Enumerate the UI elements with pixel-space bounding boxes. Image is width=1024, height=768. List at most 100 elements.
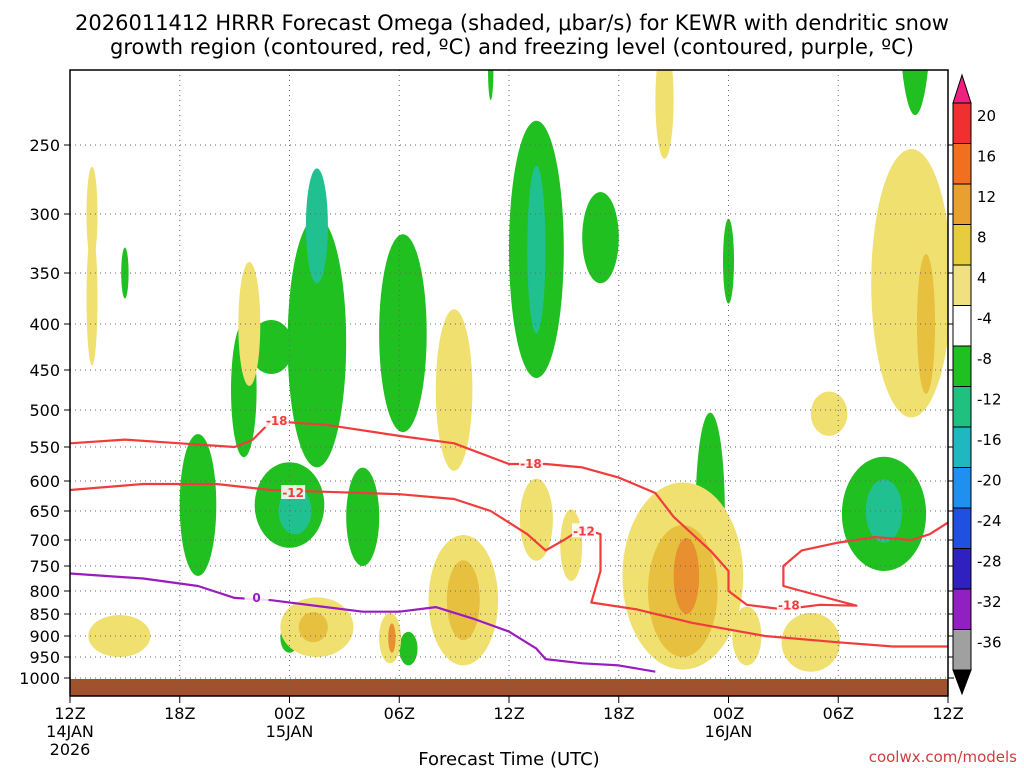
- omega-region-25: [435, 309, 473, 471]
- colorbar: 20 16 12 8 4 -4 -8 -12 -16 -20 -24 -28 -32 -36: [952, 73, 1002, 696]
- omega-region-8: [346, 467, 380, 566]
- omega-region-0: [287, 217, 347, 468]
- omega-region-20: [88, 615, 151, 657]
- ground-terrain: [70, 679, 948, 696]
- contour-label-bg-4: [571, 523, 596, 538]
- omega-region-14: [723, 218, 734, 304]
- colorbar-label-8: -16: [977, 431, 1002, 449]
- y-tick-label-900: 900: [29, 627, 60, 646]
- y-tick-label-850: 850: [29, 605, 60, 624]
- y-tick-label-800: 800: [29, 582, 60, 601]
- contour-label-0: -18: [266, 414, 288, 428]
- omega-region-40: [298, 612, 328, 643]
- omega-region-41: [673, 538, 700, 614]
- colorbar-label-13: -36: [977, 634, 1002, 652]
- colorbar-box-3: [952, 224, 972, 266]
- y-tick-label-1000: 1000: [19, 669, 60, 688]
- omega-region-27: [560, 509, 583, 581]
- colorbar-box-7: [952, 386, 972, 428]
- omega-shading: [86, 70, 948, 672]
- omega-region-13: [902, 70, 928, 115]
- chart-title-line2: growth region (contoured, red, ºC) and f…: [110, 35, 914, 59]
- omega-region-36: [865, 479, 903, 543]
- colorbar-box-6: [952, 345, 972, 387]
- omega-region-28: [238, 262, 261, 386]
- contour-label-2: -18: [778, 599, 800, 613]
- colorbar-label-1: 16: [977, 148, 996, 166]
- colorbar-box-11: [952, 548, 972, 590]
- x-tick-label-0: 12Z: [54, 704, 85, 723]
- omega-region-29: [86, 231, 98, 366]
- colorbar-box-1: [952, 143, 972, 185]
- y-tick-label-350: 350: [29, 264, 60, 283]
- x-tick-label-6: 18Z: [164, 704, 195, 723]
- colorbar-label-7: -12: [977, 391, 1002, 409]
- colorbar-label-2: 12: [977, 188, 996, 206]
- x-tick-label-18: 06Z: [384, 704, 415, 723]
- colorbar-label-10: -24: [977, 512, 1002, 530]
- x-tick-label-48: 12Z: [932, 704, 963, 723]
- x-tick-label-36: 00Z: [713, 704, 744, 723]
- colorbar-box-0: [952, 102, 972, 144]
- temperature-contours: -18 -18 -18 -12 -12 0: [70, 413, 948, 673]
- y-tick-label-550: 550: [29, 438, 60, 457]
- y-tick-label-500: 500: [29, 401, 60, 420]
- omega-region-33: [305, 168, 328, 284]
- omega-region-19: [871, 149, 948, 418]
- colorbar-box-2: [952, 183, 972, 225]
- omega-region-16: [488, 70, 494, 100]
- credit-link[interactable]: coolwx.com/models: [869, 748, 1017, 766]
- omega-region-5: [582, 192, 619, 284]
- omega-region-23: [732, 606, 762, 666]
- omega-region-7: [179, 434, 217, 576]
- y-tick-label-600: 600: [29, 472, 60, 491]
- omega-region-1: [379, 234, 427, 433]
- contour-label-3: -12: [282, 486, 304, 500]
- contour-label-bg-5: [244, 589, 269, 604]
- colorbar-label-9: -20: [977, 472, 1002, 490]
- colorbar-label-5: -4: [977, 310, 992, 328]
- y-tick-label-300: 300: [29, 205, 60, 224]
- contour-label-bg-0: [264, 413, 289, 428]
- colorbar-box-4: [952, 264, 972, 306]
- y-tick-label-950: 950: [29, 648, 60, 667]
- freezing-level-contour: [70, 572, 656, 673]
- y-tick-label-450: 450: [29, 361, 60, 380]
- chart-title-line1: 2026011412 HRRR Forecast Omega (shaded, …: [75, 11, 949, 35]
- omega-region-12: [399, 631, 418, 666]
- colorbar-label-4: 4: [977, 269, 987, 287]
- colorbar-label-11: -28: [977, 553, 1002, 571]
- contour-label-bg-2: [776, 597, 801, 612]
- omega-region-26: [519, 478, 553, 561]
- x-tick-year-0: 2026: [50, 740, 91, 759]
- x-tick-label-30: 18Z: [603, 704, 634, 723]
- colorbar-box-12: [952, 588, 972, 630]
- colorbar-label-3: 8: [977, 229, 987, 247]
- plot-frame: [69, 69, 949, 697]
- colorbar-box-8: [952, 426, 972, 468]
- contour-label-bg-3: [281, 485, 306, 499]
- omega-region-30: [86, 166, 98, 262]
- x-tick-date-0: 14JAN: [46, 722, 94, 741]
- y-tick-label-650: 650: [29, 502, 60, 521]
- contour-label-5: 0: [252, 591, 260, 605]
- y-tick-label-700: 700: [29, 531, 60, 550]
- colorbar-box-9: [952, 467, 972, 509]
- y-tick-label-400: 400: [29, 315, 60, 334]
- x-tick-date-12: 15JAN: [266, 722, 314, 741]
- colorbar-top-arrow: [952, 73, 972, 104]
- y-tick-label-750: 750: [29, 557, 60, 576]
- contour-label-bg-1: [518, 456, 543, 470]
- colorbar-bottom-arrow: [952, 669, 972, 696]
- colorbar-label-0: 20: [977, 107, 996, 125]
- y-tick-label-250: 250: [29, 136, 60, 155]
- x-tick-label-12: 00Z: [274, 704, 305, 723]
- x-tick-date-36: 16JAN: [705, 722, 753, 741]
- colorbar-label-6: -8: [977, 350, 992, 368]
- omega-region-42: [388, 623, 396, 653]
- colorbar-box-13: [952, 629, 972, 671]
- omega-region-3: [249, 320, 294, 374]
- x-tick-label-24: 12Z: [493, 704, 524, 723]
- gridlines: [69, 70, 949, 696]
